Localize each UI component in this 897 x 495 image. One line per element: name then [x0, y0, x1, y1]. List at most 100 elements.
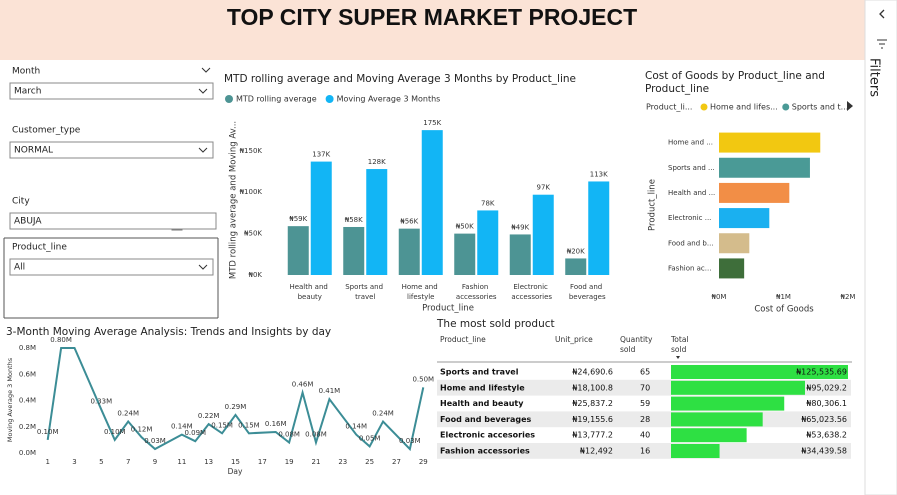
- y-tick-label: 0.6M: [19, 370, 36, 378]
- slicer-dropdown[interactable]: [9, 82, 214, 100]
- cell: Food and beverages: [440, 415, 532, 424]
- y-tick-label: Sports and ...: [668, 164, 715, 172]
- value-label: 97K: [537, 184, 551, 192]
- slicer-dropdown[interactable]: [9, 141, 214, 159]
- chart-title: 3-Month Moving Average Analysis: Trends …: [6, 326, 331, 338]
- value-label: 0.12M: [131, 425, 153, 433]
- y-tick-label: 0.0M: [19, 449, 36, 457]
- chart-title: Cost of Goods by Product_line and Produc…: [645, 70, 828, 95]
- value-label: 0.16M: [265, 420, 287, 428]
- total-bar: [671, 444, 720, 458]
- x-tick-label: 27: [392, 458, 401, 466]
- slicer-label: Product_line: [12, 243, 67, 253]
- x-tick-label: Home and lifestyle: [402, 283, 440, 301]
- filters-label[interactable]: Filters: [867, 58, 882, 97]
- value-label: 0.08M: [305, 431, 327, 439]
- value-label: 0.15M: [238, 421, 260, 429]
- bar: [366, 169, 388, 275]
- column-header: Unit_price: [555, 335, 593, 344]
- value-label: 0.10M: [37, 428, 59, 436]
- value-label: 0.50M: [412, 375, 434, 383]
- table-title: The most sold product: [436, 318, 555, 330]
- x-axis-label: Product_line: [422, 304, 474, 314]
- bar: [719, 233, 750, 254]
- value-label: 0.46M: [292, 381, 314, 389]
- cell: Sports and travel: [440, 368, 519, 377]
- bar: [477, 210, 499, 275]
- value-label: ₦56K: [400, 218, 418, 226]
- cell: 28: [640, 415, 650, 424]
- value-label: ₦20K: [567, 247, 585, 255]
- x-tick-label: 9: [153, 458, 157, 466]
- value-label: 0.10M: [104, 428, 126, 436]
- y-tick-label: Health and ...: [668, 189, 715, 197]
- y-tick-label: ₦50K: [244, 230, 262, 238]
- bar: [343, 226, 365, 275]
- slicer-dropdown[interactable]: [9, 212, 217, 230]
- value-label: 0.41M: [319, 387, 341, 395]
- bar: [421, 130, 443, 275]
- collapse-icon[interactable]: [879, 9, 885, 19]
- cell: ₦125,535.69: [796, 368, 847, 377]
- cell: ₦80,306.1: [806, 399, 847, 408]
- cell: Fashion accessories: [440, 447, 530, 456]
- bar: [719, 157, 810, 178]
- cell: Home and lifestyle: [440, 383, 525, 392]
- column-header: Total sold: [670, 335, 691, 354]
- filters-pane[interactable]: [864, 0, 897, 495]
- bar: [719, 208, 770, 229]
- x-tick-label: 7: [126, 458, 130, 466]
- chevron: [198, 264, 208, 270]
- bar: [287, 226, 309, 275]
- slicer-label: Customer_type: [12, 126, 81, 136]
- x-tick-label: Fashion accessories: [456, 283, 497, 301]
- value-label: 0.15M: [211, 421, 233, 429]
- cell: ₦13,777.2: [572, 431, 613, 440]
- total-bar: [671, 412, 763, 427]
- x-tick-label: ₦1M: [776, 293, 791, 301]
- bar: [719, 258, 745, 279]
- cell: ₦53,638.2: [806, 431, 847, 440]
- chart-title: MTD rolling average and Moving Average 3…: [224, 73, 576, 85]
- cell: 40: [640, 431, 650, 440]
- cell: ₦18,100.8: [572, 383, 613, 392]
- legend-scroll[interactable]: [847, 101, 853, 111]
- x-axis-label: Cost of Goods: [754, 305, 814, 315]
- x-tick-label: 5: [99, 458, 103, 466]
- column-header: Quantity sold: [620, 335, 655, 354]
- x-tick-label: ₦2M: [841, 293, 856, 301]
- value-label: ₦58K: [345, 216, 363, 224]
- sort-indicator: [676, 356, 680, 359]
- x-axis-label: Day: [228, 467, 243, 476]
- y-tick-label: ₦100K: [240, 188, 263, 196]
- value-label: 0.08M: [278, 431, 300, 439]
- value-label: 175K: [423, 119, 441, 127]
- bar: [398, 228, 420, 275]
- slicer-value: March: [14, 87, 41, 97]
- value-label: 0.05M: [359, 434, 381, 442]
- total-bar: [671, 365, 848, 379]
- total-bar: [671, 396, 785, 411]
- value-label: ₦59K: [289, 215, 307, 223]
- slicer-dropdown[interactable]: [9, 258, 214, 276]
- x-tick-label: 21: [312, 458, 321, 466]
- bar: [310, 161, 332, 275]
- bar: [454, 233, 476, 275]
- x-tick-label: 17: [258, 458, 267, 466]
- y-tick-label: Food and b...: [668, 239, 714, 247]
- legend-label: Moving Average 3 Months: [337, 95, 441, 104]
- cell: 16: [640, 447, 650, 456]
- y-axis-label: Moving Average 3 Months: [6, 357, 14, 442]
- legend-label: MTD rolling average: [236, 95, 317, 104]
- cell: Electronic accesories: [440, 431, 535, 440]
- value-label: 0.24M: [372, 410, 394, 418]
- slicer-value: All: [14, 263, 25, 273]
- x-tick-label: Food and beverages: [569, 283, 606, 301]
- cell: Health and beauty: [440, 399, 524, 408]
- row-bg: [437, 443, 851, 459]
- slicer-value: NORMAL: [14, 146, 53, 156]
- value-label: 0.29M: [225, 403, 247, 411]
- y-tick-label: Electronic ...: [668, 214, 711, 222]
- value-label: 0.03M: [399, 437, 421, 445]
- cell: ₦24,690.6: [572, 368, 613, 377]
